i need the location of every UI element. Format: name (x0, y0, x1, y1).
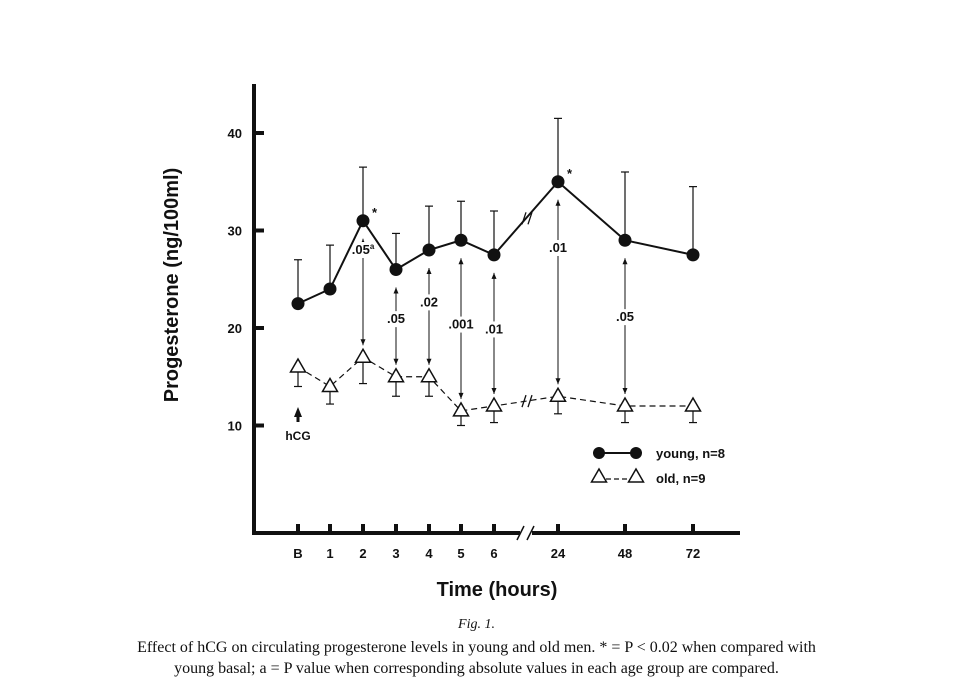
p-value-arrow-head-down (491, 388, 497, 394)
series-break-mark (521, 212, 533, 225)
young-data-point (291, 297, 305, 311)
y-tick-label: 30 (228, 224, 242, 239)
series-break-mark (521, 394, 533, 408)
young-data-point (551, 175, 565, 189)
x-tick-label: 72 (686, 546, 700, 561)
x-tick-label: 3 (392, 546, 399, 561)
legend-young-marker (630, 447, 642, 459)
p-value-arrow-head-up (426, 268, 432, 274)
p-value-label-bg (478, 321, 510, 338)
x-tick-label: 48 (618, 546, 632, 561)
legend-old-label: old, n=9 (656, 471, 705, 486)
legend-young-label: young, n=8 (656, 446, 725, 461)
young-data-point (618, 233, 632, 247)
old-data-point (684, 396, 702, 412)
p-value-arrow-head-up (622, 258, 628, 265)
p-value-label-bg (347, 242, 379, 258)
caption-line-1: Effect of hCG on circulating progesteron… (137, 639, 816, 656)
old-data-point (485, 396, 503, 412)
x-tick-label: 2 (359, 546, 366, 561)
p-value-arrow-head-down (555, 378, 561, 385)
young-data-point (422, 243, 436, 257)
old-data-point (549, 386, 567, 402)
old-data-point (289, 357, 307, 373)
legend-old-marker (590, 467, 608, 483)
marks: .05a .05 .02 .001 .01 .01 .05 * * hCG young, n=8 ol… (285, 117, 725, 486)
p-value-label: .01 (549, 240, 567, 255)
axes: 10 20 30 40 B 1 2 3 4 5 6 24 48 72 (228, 84, 740, 561)
p-value-label: .001 (448, 317, 473, 332)
p-value-label: .01 (485, 321, 503, 336)
x-tick-label: B (293, 546, 302, 561)
old-data-point (616, 396, 634, 412)
x-tick-label: 6 (490, 546, 497, 561)
young-data-point (389, 263, 403, 276)
y-tick-label: 10 (228, 419, 242, 434)
p-value-label: .05a (352, 242, 375, 257)
x-tick-label: 1 (326, 546, 333, 561)
old-data-point (354, 347, 372, 363)
legend-young-marker (593, 447, 605, 459)
young-series-line (297, 180, 694, 305)
old-data-point (452, 401, 470, 417)
significance-star: * (567, 166, 573, 181)
p-value-arrow-head-down (393, 358, 399, 365)
p-value-label-bg (380, 311, 412, 328)
p-value-label-bg (542, 240, 574, 256)
y-tick-label: 20 (228, 321, 242, 336)
y-tick-label: 40 (228, 126, 242, 141)
old-series-line (297, 356, 693, 412)
y-axis-label: Progesterone (ng/100ml) (161, 168, 183, 403)
caption-line-2: young basal; a = P value when correspond… (174, 660, 779, 677)
p-value-arrow-head-up (393, 287, 399, 294)
x-axis-break-mark (516, 525, 535, 541)
p-value-arrow-head-down (622, 388, 628, 394)
significance-star: * (372, 205, 378, 220)
young-data-point (487, 248, 501, 262)
p-value-label-bg (413, 294, 445, 311)
x-tick-label: 4 (425, 546, 433, 561)
p-value-superscript: a (370, 242, 375, 251)
p-value-arrow-head-down (360, 339, 366, 346)
p-value-label-bg (609, 309, 641, 326)
p-value-arrow-head-down (426, 358, 432, 365)
x-tick-label: 5 (457, 546, 464, 561)
young-data-point (454, 233, 468, 247)
figure-label: Fig. 1. (458, 617, 495, 632)
p-value-arrow-head-up (491, 272, 497, 279)
p-value-arrow-head-up (458, 258, 464, 265)
x-tick-label: 24 (551, 546, 566, 561)
young-data-point (686, 248, 700, 262)
p-value-arrow-head-up (555, 199, 561, 206)
p-value-label-bg (442, 316, 480, 333)
young-data-point (356, 214, 370, 228)
p-value-label: .05 (387, 311, 405, 326)
legend-old-marker (627, 467, 645, 483)
p-value-label: .02 (420, 294, 438, 309)
hcg-label: hCG (285, 429, 310, 443)
old-data-point (387, 367, 405, 383)
x-axis-label: Time (hours) (437, 579, 558, 601)
old-data-point (321, 376, 339, 393)
p-value-arrow-head-down (458, 392, 464, 399)
p-value-label: .05 (616, 309, 634, 324)
hcg-arrow-icon (294, 407, 302, 422)
old-data-point (420, 367, 438, 383)
young-data-point (323, 282, 337, 296)
